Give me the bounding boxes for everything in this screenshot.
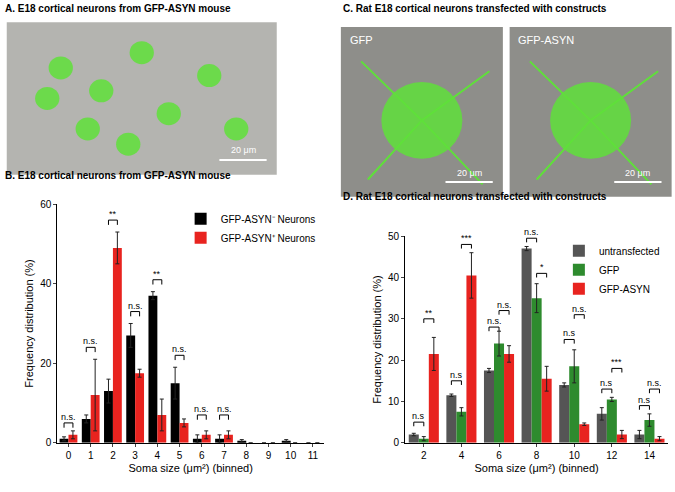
svg-text:2: 2 xyxy=(421,450,427,461)
svg-text:GFP-ASYN: GFP-ASYN xyxy=(518,34,574,46)
svg-text:20 μm: 20 μm xyxy=(625,168,650,178)
svg-text:9: 9 xyxy=(266,450,272,461)
svg-text:Frequency distribution (%): Frequency distribution (%) xyxy=(371,275,383,403)
svg-text:B. E18 cortical neurons from G: B. E18 cortical neurons from GFP-ASYN mo… xyxy=(5,170,231,181)
svg-text:20: 20 xyxy=(388,355,400,366)
svg-text:n.s.: n.s. xyxy=(524,227,539,237)
svg-text:3: 3 xyxy=(132,450,138,461)
svg-text:n.s: n.s xyxy=(638,395,651,405)
svg-text:n.s.: n.s. xyxy=(647,378,662,388)
svg-text:***: *** xyxy=(461,233,472,243)
svg-text:n.s: n.s xyxy=(563,328,576,338)
svg-text:GFP: GFP xyxy=(350,34,373,46)
svg-text:n.s.: n.s. xyxy=(61,412,76,422)
svg-text:GFP-ASYN: GFP-ASYN xyxy=(599,284,650,295)
svg-text:Soma size (μm²) (binned): Soma size (μm²) (binned) xyxy=(474,462,598,474)
svg-text:n.s.: n.s. xyxy=(497,300,512,310)
svg-text:12: 12 xyxy=(606,450,618,461)
svg-text:8: 8 xyxy=(534,450,540,461)
svg-text:GFP-ASYN⁻ Neurons: GFP-ASYN⁻ Neurons xyxy=(221,214,316,225)
svg-text:40: 40 xyxy=(388,272,400,283)
svg-text:n.s.: n.s. xyxy=(83,336,98,346)
svg-text:60: 60 xyxy=(40,199,52,210)
svg-text:10: 10 xyxy=(388,396,400,407)
svg-text:11: 11 xyxy=(308,450,319,461)
svg-text:n.s.: n.s. xyxy=(194,404,209,414)
svg-text:40: 40 xyxy=(40,278,52,289)
svg-text:4: 4 xyxy=(459,450,465,461)
svg-text:n.s.: n.s. xyxy=(172,344,187,354)
svg-text:GFP: GFP xyxy=(599,265,620,276)
svg-text:0: 0 xyxy=(393,437,399,448)
svg-text:50: 50 xyxy=(388,231,400,242)
svg-text:1: 1 xyxy=(88,450,94,461)
svg-text:n.s.: n.s. xyxy=(128,301,143,311)
svg-text:6: 6 xyxy=(199,450,205,461)
svg-text:8: 8 xyxy=(243,450,249,461)
svg-text:7: 7 xyxy=(221,450,227,461)
svg-text:n.s.: n.s. xyxy=(572,304,587,314)
svg-text:Frequency distribution (%): Frequency distribution (%) xyxy=(23,259,35,387)
svg-text:0: 0 xyxy=(66,450,72,461)
svg-text:***: *** xyxy=(611,357,622,367)
svg-text:30: 30 xyxy=(388,313,400,324)
svg-text:n.s.: n.s. xyxy=(217,404,232,414)
svg-text:10: 10 xyxy=(569,450,581,461)
svg-text:untransfected: untransfected xyxy=(599,246,660,257)
svg-text:C. Rat E18 cortical neurons tr: C. Rat E18 cortical neurons transfected … xyxy=(343,3,607,14)
svg-text:n.s: n.s xyxy=(412,411,425,421)
svg-text:4: 4 xyxy=(155,450,161,461)
svg-text:*: * xyxy=(540,262,544,272)
svg-text:A. E18 cortical neurons from G: A. E18 cortical neurons from GFP-ASYN mo… xyxy=(5,3,231,14)
svg-text:20: 20 xyxy=(40,358,52,369)
svg-text:**: ** xyxy=(153,269,161,279)
svg-text:14: 14 xyxy=(644,450,656,461)
svg-text:**: ** xyxy=(425,308,433,318)
svg-text:n.s: n.s xyxy=(600,378,613,388)
svg-text:20 μm: 20 μm xyxy=(457,168,482,178)
svg-text:6: 6 xyxy=(496,450,502,461)
svg-text:0: 0 xyxy=(46,437,52,448)
svg-text:GFP-ASYN⁺ Neurons: GFP-ASYN⁺ Neurons xyxy=(221,233,316,244)
svg-text:Soma size (μm²) (binned): Soma size (μm²) (binned) xyxy=(129,462,253,474)
svg-text:2: 2 xyxy=(110,450,116,461)
svg-text:**: ** xyxy=(109,209,117,219)
svg-text:5: 5 xyxy=(177,450,183,461)
svg-text:10: 10 xyxy=(285,450,297,461)
svg-text:n.s.: n.s. xyxy=(487,316,502,326)
svg-text:n.s: n.s xyxy=(450,370,463,380)
svg-text:D. Rat E18 cortical neurons tr: D. Rat E18 cortical neurons transfected … xyxy=(343,191,607,202)
svg-text:20 μm: 20 μm xyxy=(231,145,256,155)
